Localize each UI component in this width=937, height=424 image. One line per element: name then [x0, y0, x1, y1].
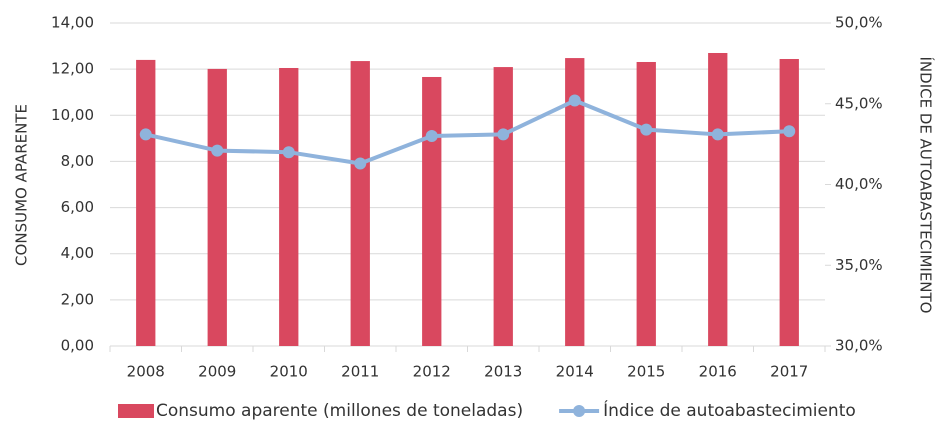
x-tick-label: 2008 [127, 363, 165, 381]
y-tick-label: 8,00 [61, 152, 94, 170]
line-marker [568, 94, 581, 107]
x-tick-label: 2014 [556, 363, 594, 381]
y-axis-label: CONSUMO APARENTE [13, 104, 31, 266]
x-tick-label: 2012 [413, 363, 451, 381]
y-tick-label: 2,00 [61, 290, 94, 308]
legend-label: Consumo aparente (millones de toneladas) [156, 401, 523, 421]
y2-tick-label: 40,0% [835, 175, 883, 193]
line-marker [425, 130, 438, 143]
legend-label: Índice de autoabastecimiento [603, 399, 856, 421]
bar [136, 59, 156, 347]
y-tick-label: 0,00 [61, 337, 94, 355]
line-marker [640, 123, 653, 136]
x-tick-label: 2015 [627, 363, 665, 381]
y2-tick-label: 50,0% [835, 14, 883, 32]
y-tick-label: 4,00 [61, 244, 94, 262]
bar [279, 67, 299, 346]
line-marker [211, 144, 224, 157]
line-marker [497, 128, 510, 141]
legend-swatch [118, 404, 154, 418]
bar [636, 61, 656, 346]
y2-axis-label: ÍNDICE DE AUTOABASTECIMIENTO [917, 57, 936, 314]
bar [565, 58, 585, 346]
bar [779, 58, 799, 347]
line-marker [282, 146, 295, 159]
y2-tick-label: 45,0% [835, 94, 883, 112]
x-tick-label: 2011 [341, 363, 379, 381]
bar [422, 76, 442, 346]
y-tick-label: 12,00 [51, 60, 94, 78]
line [145, 98, 790, 166]
x-tick-label: 2009 [198, 363, 236, 381]
y-tick-label: 14,00 [51, 14, 94, 32]
line-marker [783, 125, 796, 138]
y2-tick-label: 35,0% [835, 256, 883, 274]
line-marker [711, 128, 724, 141]
bar [708, 52, 728, 346]
bar [207, 68, 227, 346]
bar [350, 61, 370, 346]
line-marker [354, 157, 367, 170]
line-marker [139, 128, 152, 141]
x-tick-label: 2017 [770, 363, 808, 381]
bar [493, 67, 513, 346]
x-tick-label: 2013 [484, 363, 522, 381]
y-tick-label: 6,00 [61, 198, 94, 216]
x-tick-label: 2010 [270, 363, 308, 381]
y2-tick-label: 30,0% [835, 337, 883, 355]
legend-swatch-marker [573, 405, 586, 417]
x-tick-label: 2016 [699, 363, 737, 381]
y-tick-label: 10,00 [51, 106, 94, 124]
